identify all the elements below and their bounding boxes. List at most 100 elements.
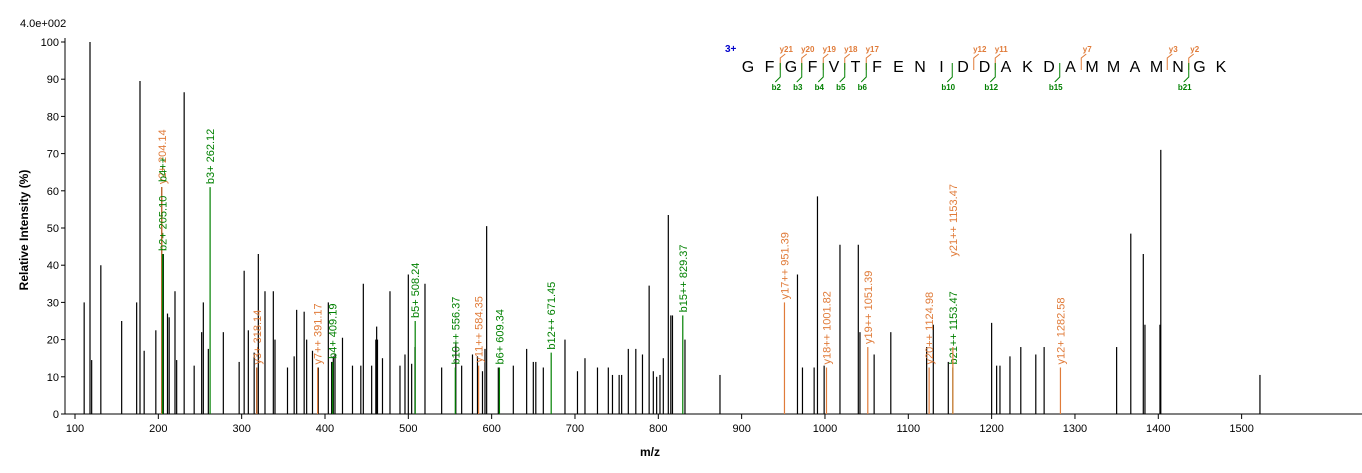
y-break-marker [801, 53, 808, 70]
peak-bars [83, 42, 1261, 414]
b-break-label: b4 [815, 83, 825, 92]
sequence-residue: I [939, 59, 943, 76]
y-break-label: y18 [844, 45, 858, 54]
x-tick-label: 1300 [1063, 423, 1087, 435]
y-break-label: y19 [823, 45, 837, 54]
y-break-label: y20 [801, 45, 815, 54]
x-tick-label: 700 [566, 423, 584, 435]
sequence-residue: F [808, 59, 818, 76]
ion-peak-label: b6+ 609.34 [494, 309, 506, 364]
ion-peak-label: b5+ 508.24 [410, 263, 422, 318]
ion-peak-label: y12+ 1282.58 [1055, 298, 1067, 365]
sequence-residue: D [1043, 59, 1055, 76]
y-tick-label: 100 [41, 37, 59, 49]
b-break-label: b21 [1178, 83, 1192, 92]
b-break-marker [1054, 63, 1061, 83]
x-tick-label: 900 [732, 423, 750, 435]
x-axis-title: m/z [640, 445, 660, 459]
x-tick-label: 800 [649, 423, 667, 435]
ion-peak-label: b12++ 671.45 [546, 282, 558, 350]
b-break-marker [817, 63, 824, 83]
y-break-label: y2 [1190, 45, 1199, 54]
b-break-marker [774, 63, 781, 83]
ion-peak-label: y20++ 1124.98 [924, 292, 936, 365]
x-tick-label: 1200 [979, 423, 1003, 435]
b-break-label: b6 [858, 83, 868, 92]
sequence-residue: M [1107, 59, 1120, 76]
sequence-residue: V [829, 59, 840, 76]
b-break-label: b15 [1049, 83, 1063, 92]
ion-peak-label: y18++ 1001.82 [821, 291, 833, 364]
b-break-label: b5 [836, 83, 846, 92]
x-tick-label: 1400 [1146, 423, 1170, 435]
b-break-marker [989, 63, 996, 83]
sequence-residue: K [1022, 59, 1033, 76]
sequence-residue: G [785, 59, 797, 76]
sequence-residue: T [851, 59, 861, 76]
sequence-residue: F [765, 59, 775, 76]
ion-peak-label: y2+ 204.14 [157, 129, 169, 184]
ion-annotations: y2+ 204.14 b2+ 205.10 b4++ b3+ 262.12 y3+ 31… [157, 129, 1067, 414]
sequence-residue: G [1193, 59, 1205, 76]
sequence-residue: M [1085, 59, 1098, 76]
ion-peak-label: b21++ 1153.47 [948, 291, 960, 364]
sequence-residue: N [914, 59, 926, 76]
ion-peak-label: b15++ 829.37 [678, 245, 690, 313]
b-break-label: b3 [793, 83, 803, 92]
y-break-label: y7 [1083, 45, 1092, 54]
b-break-label: b12 [984, 83, 998, 92]
y-break-marker [822, 53, 829, 70]
x-tick-label: 500 [399, 423, 417, 435]
x-tick-label: 600 [482, 423, 500, 435]
x-tick-label: 1000 [813, 423, 837, 435]
scale-label: 4.0e+002 [20, 18, 66, 30]
sequence-residue: N [1172, 59, 1184, 76]
y-break-label: y12 [973, 45, 987, 54]
ion-peak-label: y19++ 1051.39 [863, 271, 875, 344]
charge-state: 3+ [725, 44, 737, 55]
y-axis-title: Relative Intensity (%) [17, 170, 31, 291]
ion-peak-label: b10++ 556.37 [450, 297, 462, 365]
ion-peak-label: y7++ 391.17 [313, 303, 325, 364]
ion-peak-label: y11++ 584.35 [474, 296, 486, 362]
ion-peak-label: b3+ 262.12 [205, 129, 217, 184]
sequence-residue: D [957, 59, 969, 76]
ion-peak-label: y21++ 1153.47 [948, 184, 960, 257]
y-tick-label: 80 [47, 111, 59, 123]
y-break-label: y17 [866, 45, 880, 54]
b-break-marker [796, 63, 803, 83]
sequence-residue: A [1001, 59, 1012, 76]
b-break-marker [946, 63, 953, 83]
y-tick-label: 20 [47, 335, 59, 347]
b-break-marker [860, 63, 867, 83]
x-tick-label: 100 [66, 423, 84, 435]
sequence-residue: A [1130, 59, 1141, 76]
y-break-label: y3 [1169, 45, 1178, 54]
sequence-residue: E [893, 59, 904, 76]
x-tick-label: 200 [149, 423, 167, 435]
ion-peak-label: b2+ 205.10 [158, 196, 170, 251]
y-tick-label: 90 [47, 74, 59, 86]
y-break-label: y11 [995, 45, 1008, 54]
y-tick-label: 10 [47, 372, 59, 384]
ion-peak-label: y17++ 951.39 [779, 232, 791, 299]
x-tick-label: 1500 [1229, 423, 1253, 435]
y-break-marker [865, 53, 872, 70]
sequence-residue: G [742, 59, 754, 76]
y-tick-label: 30 [47, 297, 59, 309]
y-tick-label: 40 [47, 260, 59, 272]
ion-peak-label: b4++ [158, 157, 170, 182]
b-break-marker [1183, 63, 1190, 83]
ion-peak-label: y3+ 318.14 [252, 310, 264, 365]
x-tick-label: 1100 [896, 423, 920, 435]
y-break-marker [844, 53, 851, 70]
sequence-residue: A [1065, 59, 1076, 76]
axes: 0 10 20 30 40 50 60 70 80 90 100 100 200 300 400 500 600… [41, 37, 1362, 435]
y-break-marker [1080, 53, 1087, 70]
x-tick-label: 400 [316, 423, 334, 435]
y-break-label: y21 [780, 45, 794, 54]
b-break-marker [839, 63, 846, 83]
y-break-marker [973, 53, 980, 70]
y-tick-label: 50 [47, 223, 59, 235]
